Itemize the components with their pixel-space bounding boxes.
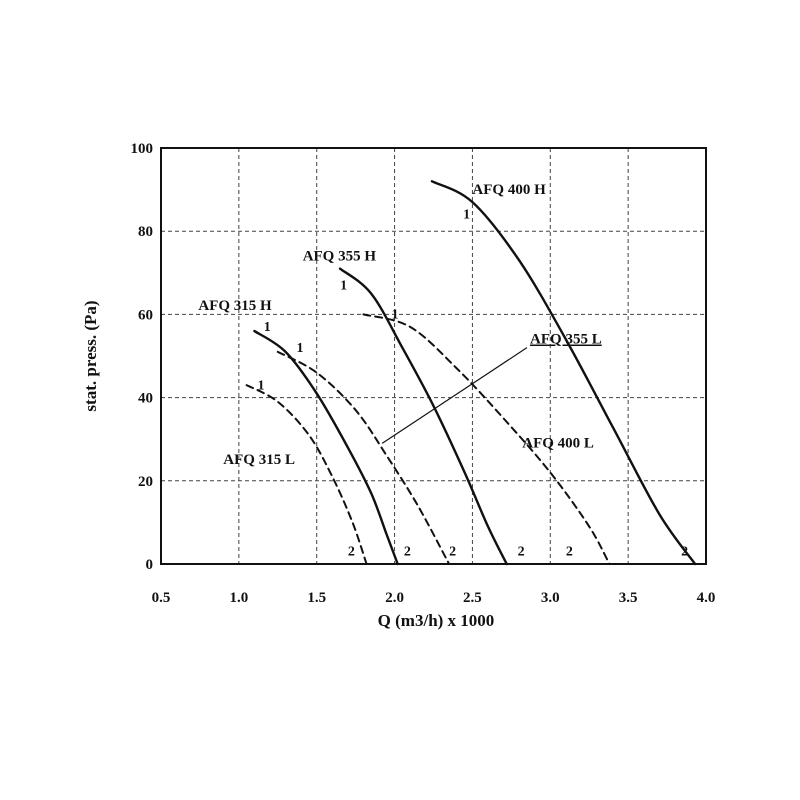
x-tick-label: 3.0 [541,590,560,606]
series-label: AFQ 400 H [472,182,546,198]
x-tick-label: 2.0 [385,590,404,606]
operating-point-label: 1 [264,320,271,335]
labels: AFQ 400 H AFQ 355 H AFQ 315 H AFQ 355 L AFQ … [198,182,688,560]
curves [245,180,697,566]
x-tick-label: 1.5 [307,590,326,606]
y-tick-label: 20 [138,474,153,490]
x-axis-title: Q (m3/h) x 1000 [378,611,495,630]
operating-point-label: 1 [258,378,265,393]
y-tick-label: 80 [138,224,153,240]
y-axis-title: stat. press. (Pa) [81,300,100,411]
operating-point-label: 1 [391,308,398,323]
operating-point-label: 2 [348,545,355,560]
x-tick-labels: 0.5 1.0 1.5 2.0 2.5 3.0 3.5 4.0 [152,590,716,606]
series-label: AFQ 315 H [198,298,272,314]
x-tick-label: 2.5 [463,590,482,606]
plot-frame [160,147,707,565]
x-tick-label: 4.0 [697,590,716,606]
series-line-afq-400-h [430,180,697,566]
y-tick-label: 40 [138,391,153,407]
operating-point-label: 1 [463,208,470,223]
x-tick-label: 0.5 [152,590,171,606]
annotations [381,347,528,444]
operating-point-label: 2 [404,545,411,560]
annotation-leader-line [381,347,528,444]
series-line-afq-315-l [245,384,368,565]
y-tick-label: 100 [131,141,154,157]
series-line-afq-400-l [362,313,611,565]
operating-point-label: 1 [340,278,347,293]
series-label: AFQ 315 L [223,452,295,468]
operating-point-label: 2 [518,545,525,560]
operating-point-label: 2 [566,545,573,560]
y-tick-label: 60 [138,307,153,323]
series-label: AFQ 355 L [530,332,602,348]
series-line-afq-315-h [253,329,399,566]
x-tick-label: 3.5 [619,590,638,606]
series-label: AFQ 400 L [522,436,594,452]
series-label: AFQ 355 H [303,248,377,264]
series-line-afq-355-h [338,267,508,566]
operating-point-label: 2 [681,545,688,560]
operating-point-label: 2 [449,545,456,560]
series-line-afq-355-l [276,350,451,565]
y-tick-labels: 0 20 40 60 80 100 [131,141,154,573]
x-tick-label: 1.0 [229,590,248,606]
y-tick-label: 0 [146,557,154,573]
grid [161,148,706,564]
operating-point-label: 1 [296,341,303,356]
